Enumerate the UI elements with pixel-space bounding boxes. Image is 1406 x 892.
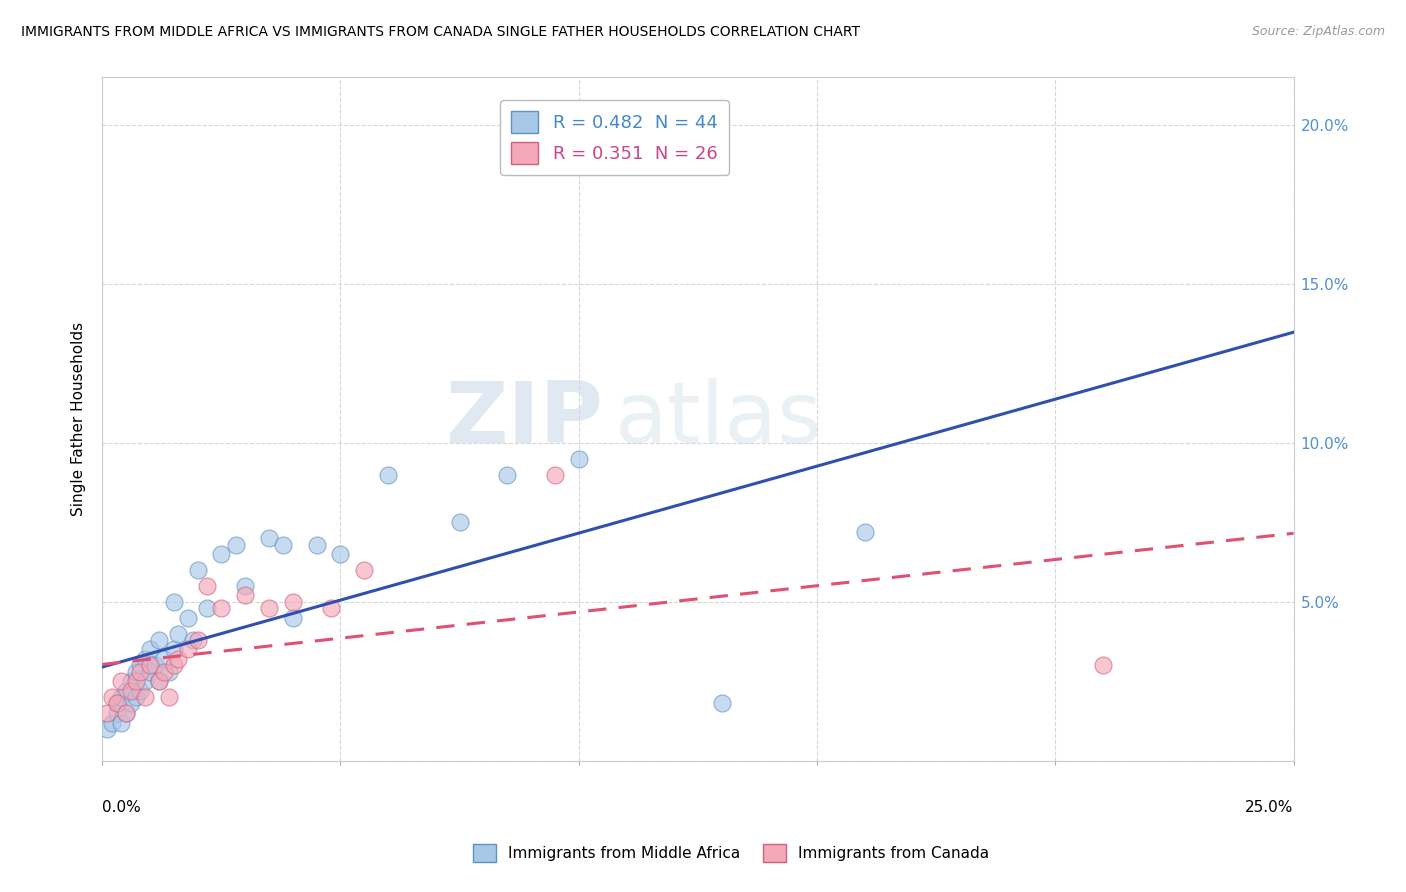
Point [115, 706, 138, 720]
Point [148, 632, 170, 647]
Point [319, 601, 342, 615]
Point [281, 595, 304, 609]
Point [544, 467, 567, 482]
Point [177, 610, 200, 624]
Point [710, 697, 733, 711]
Point [329, 547, 352, 561]
Point [139, 642, 162, 657]
Point [110, 690, 132, 705]
Point [186, 563, 208, 577]
Point [163, 595, 186, 609]
Point [139, 665, 162, 679]
Point [105, 697, 128, 711]
Point [1091, 658, 1114, 673]
Point [163, 642, 186, 657]
Point [124, 690, 146, 705]
Point [124, 665, 146, 679]
Point [449, 516, 471, 530]
Point [115, 683, 138, 698]
Point [134, 674, 156, 689]
Y-axis label: Single Father Households: Single Father Households [72, 322, 86, 516]
Point [153, 665, 176, 679]
Point [186, 632, 208, 647]
Point [148, 674, 170, 689]
Point [134, 652, 156, 666]
Point [143, 658, 166, 673]
Point [153, 652, 176, 666]
Point [195, 601, 218, 615]
Point [209, 547, 232, 561]
Point [233, 589, 256, 603]
Point [134, 690, 156, 705]
Point [129, 658, 152, 673]
Point [157, 690, 180, 705]
Point [181, 632, 204, 647]
Point [129, 683, 152, 698]
Point [225, 538, 247, 552]
Point [157, 665, 180, 679]
Legend: Immigrants from Middle Africa, Immigrants from Canada: Immigrants from Middle Africa, Immigrant… [467, 838, 995, 868]
Point [257, 601, 280, 615]
Point [568, 451, 591, 466]
Text: atlas: atlas [614, 377, 823, 460]
Point [96, 722, 118, 736]
Point [209, 601, 232, 615]
Point [281, 610, 304, 624]
Point [167, 626, 190, 640]
Point [105, 706, 128, 720]
Legend: R = 0.482  N = 44, R = 0.351  N = 26: R = 0.482 N = 44, R = 0.351 N = 26 [501, 100, 728, 175]
Point [120, 674, 142, 689]
Text: 0.0%: 0.0% [103, 799, 141, 814]
Text: ZIP: ZIP [444, 377, 603, 460]
Text: 25.0%: 25.0% [1246, 799, 1294, 814]
Point [271, 538, 294, 552]
Text: Source: ZipAtlas.com: Source: ZipAtlas.com [1251, 25, 1385, 38]
Point [129, 665, 152, 679]
Point [120, 683, 142, 698]
Point [167, 652, 190, 666]
Point [305, 538, 328, 552]
Point [353, 563, 375, 577]
Point [496, 467, 519, 482]
Point [257, 531, 280, 545]
Point [139, 658, 162, 673]
Point [115, 706, 138, 720]
Point [195, 579, 218, 593]
Point [110, 674, 132, 689]
Point [96, 706, 118, 720]
Point [124, 674, 146, 689]
Point [377, 467, 399, 482]
Point [110, 715, 132, 730]
Point [100, 715, 122, 730]
Point [177, 642, 200, 657]
Point [148, 674, 170, 689]
Point [120, 697, 142, 711]
Point [105, 697, 128, 711]
Text: IMMIGRANTS FROM MIDDLE AFRICA VS IMMIGRANTS FROM CANADA SINGLE FATHER HOUSEHOLDS: IMMIGRANTS FROM MIDDLE AFRICA VS IMMIGRA… [21, 25, 860, 39]
Point [853, 524, 876, 539]
Point [163, 658, 186, 673]
Point [233, 579, 256, 593]
Point [100, 690, 122, 705]
